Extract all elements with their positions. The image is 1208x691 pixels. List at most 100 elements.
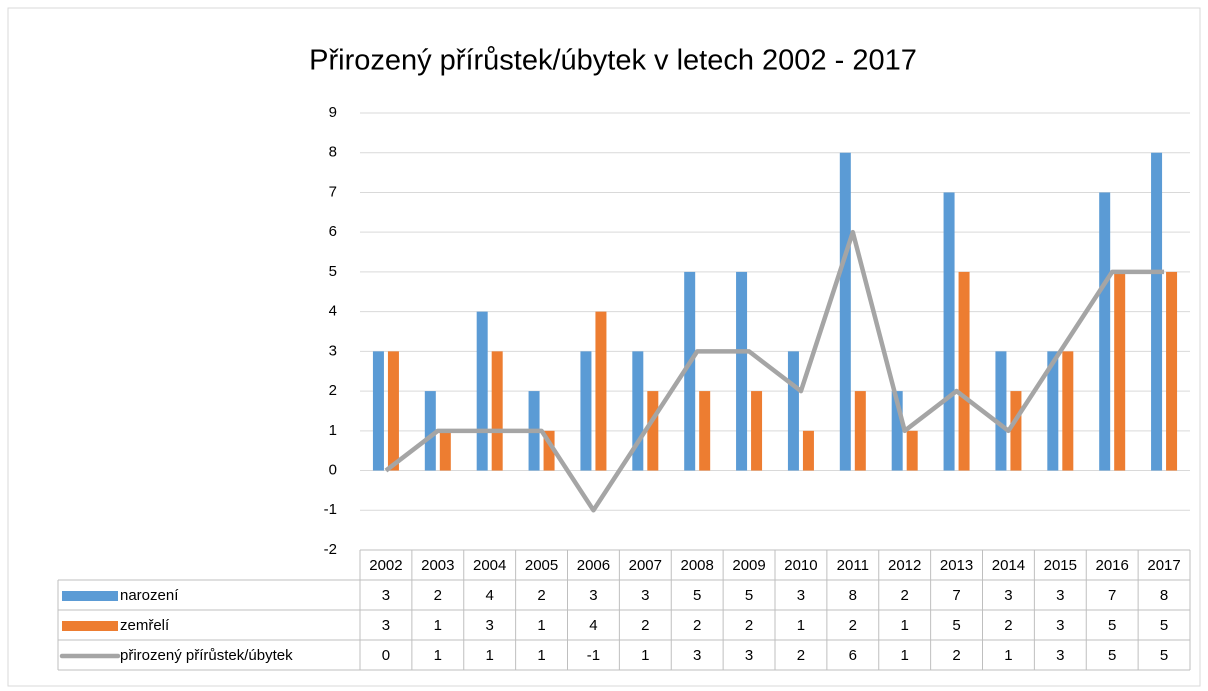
bar bbox=[1166, 271, 1178, 471]
y-tick-label: 2 bbox=[329, 382, 337, 399]
table-value: 6 bbox=[849, 647, 857, 664]
table-value: 1 bbox=[1004, 647, 1012, 664]
table-value: -1 bbox=[587, 647, 600, 664]
table-value: 2 bbox=[745, 617, 753, 634]
table-value: 2 bbox=[952, 647, 960, 664]
x-tick-label: 2003 bbox=[421, 557, 454, 574]
table-value: 1 bbox=[641, 647, 649, 664]
table-value: 4 bbox=[589, 617, 597, 634]
table-value: 5 bbox=[745, 587, 753, 604]
bar bbox=[632, 351, 644, 471]
x-tick-label: 2002 bbox=[369, 557, 402, 574]
bar bbox=[1114, 271, 1126, 471]
bar bbox=[995, 351, 1007, 471]
x-tick-label: 2006 bbox=[577, 557, 610, 574]
table-value: 5 bbox=[693, 587, 701, 604]
bar bbox=[439, 430, 451, 471]
bar bbox=[1151, 152, 1163, 471]
table-value: 2 bbox=[693, 617, 701, 634]
bar bbox=[699, 391, 711, 471]
y-tick-label: 1 bbox=[329, 422, 337, 439]
table-value: 2 bbox=[901, 587, 909, 604]
y-tick-label: -2 bbox=[324, 541, 337, 558]
table-value: 0 bbox=[382, 647, 390, 664]
y-tick-label: 7 bbox=[329, 183, 337, 200]
table-value: 2 bbox=[641, 617, 649, 634]
table-value: 5 bbox=[1160, 647, 1168, 664]
bar bbox=[787, 351, 799, 471]
table-value: 3 bbox=[1056, 617, 1064, 634]
x-tick-label: 2012 bbox=[888, 557, 921, 574]
legend-key bbox=[62, 591, 118, 601]
table-value: 2 bbox=[849, 617, 857, 634]
x-tick-label: 2014 bbox=[992, 557, 1025, 574]
bar bbox=[684, 271, 696, 471]
x-tick-label: 2009 bbox=[732, 557, 765, 574]
table-value: 3 bbox=[382, 617, 390, 634]
table-value: 1 bbox=[434, 617, 442, 634]
bar bbox=[736, 271, 748, 471]
bar bbox=[802, 430, 814, 471]
table-value: 2 bbox=[537, 587, 545, 604]
line-series bbox=[384, 229, 1165, 513]
x-tick-label: 2004 bbox=[473, 557, 506, 574]
y-tick-label: 3 bbox=[329, 342, 337, 359]
bar bbox=[543, 430, 555, 471]
x-tick-label: 2016 bbox=[1096, 557, 1129, 574]
bar bbox=[891, 391, 903, 471]
y-tick-label: 4 bbox=[329, 303, 337, 320]
table-value: 1 bbox=[486, 647, 494, 664]
table-value: 4 bbox=[486, 587, 494, 604]
y-tick-label: 0 bbox=[329, 462, 337, 479]
table-value: 7 bbox=[952, 587, 960, 604]
table-value: 3 bbox=[745, 647, 753, 664]
bar bbox=[372, 351, 384, 471]
bar bbox=[491, 351, 503, 471]
bar bbox=[647, 391, 659, 471]
bar bbox=[1010, 391, 1022, 471]
bar bbox=[854, 391, 866, 471]
table-value: 3 bbox=[797, 587, 805, 604]
bar bbox=[839, 152, 851, 471]
bar bbox=[751, 391, 763, 471]
table-value: 7 bbox=[1108, 587, 1116, 604]
legend-label: přirozený přírůstek/úbytek bbox=[120, 647, 293, 664]
table-value: 3 bbox=[486, 617, 494, 634]
table-value: 3 bbox=[589, 587, 597, 604]
y-tick-label: -1 bbox=[324, 501, 337, 518]
x-tick-label: 2008 bbox=[681, 557, 714, 574]
bar bbox=[943, 192, 955, 471]
table-value: 1 bbox=[797, 617, 805, 634]
bar bbox=[1047, 351, 1059, 471]
legend-label: zemřelí bbox=[120, 617, 170, 634]
bar bbox=[387, 351, 399, 471]
table-value: 2 bbox=[797, 647, 805, 664]
table-value: 1 bbox=[901, 647, 909, 664]
y-tick-label: 6 bbox=[329, 223, 337, 240]
table-value: 3 bbox=[693, 647, 701, 664]
table-value: 8 bbox=[849, 587, 857, 604]
table-value: 1 bbox=[537, 617, 545, 634]
y-tick-label: 9 bbox=[329, 104, 337, 121]
table-value: 5 bbox=[952, 617, 960, 634]
x-tick-label: 2010 bbox=[784, 557, 817, 574]
table-value: 1 bbox=[537, 647, 545, 664]
legend-key bbox=[62, 621, 118, 631]
bar bbox=[906, 430, 918, 471]
x-tick-label: 2015 bbox=[1044, 557, 1077, 574]
x-tick-label: 2005 bbox=[525, 557, 558, 574]
bar bbox=[424, 391, 436, 471]
y-tick-label: 5 bbox=[329, 263, 337, 280]
table-value: 1 bbox=[434, 647, 442, 664]
table-value: 3 bbox=[1004, 587, 1012, 604]
table-value: 3 bbox=[641, 587, 649, 604]
y-tick-label: 8 bbox=[329, 144, 337, 161]
table-value: 2 bbox=[1004, 617, 1012, 634]
bar bbox=[595, 311, 607, 471]
table-value: 2 bbox=[434, 587, 442, 604]
x-tick-label: 2011 bbox=[837, 557, 869, 574]
chart-title: Přirozený přírůstek/úbytek v letech 2002… bbox=[309, 45, 917, 77]
legend-label: narození bbox=[120, 587, 179, 604]
